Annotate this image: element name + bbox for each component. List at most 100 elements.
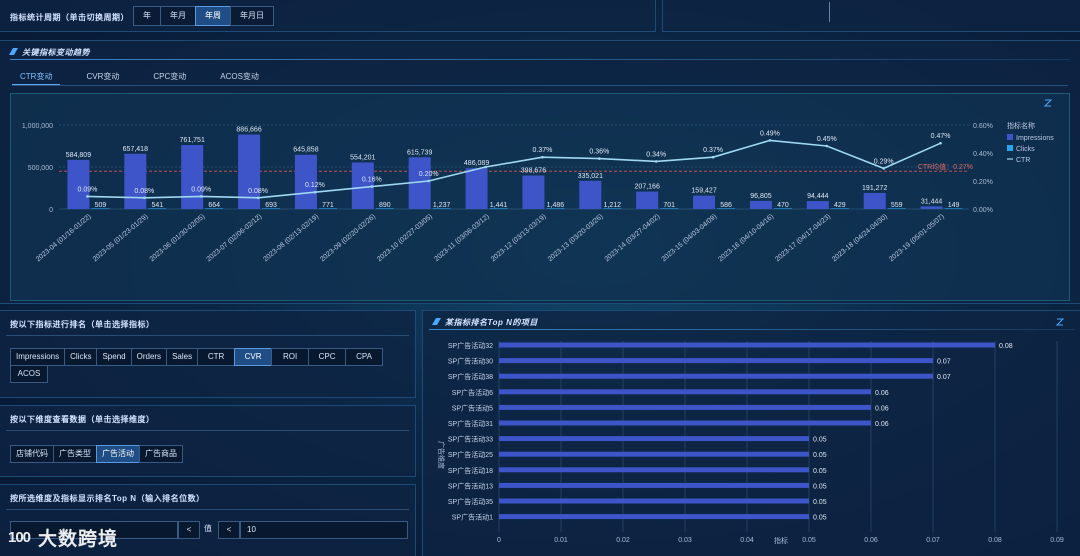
metric-chip-cpa[interactable]: CPA (345, 348, 384, 366)
clicks-bar[interactable] (489, 208, 508, 209)
metric-chip-orders[interactable]: Orders (130, 348, 168, 366)
x-tick-label: 2023-12 (03/13-03/19) (490, 213, 548, 263)
ctr-point[interactable] (427, 179, 430, 183)
clicks-bar[interactable] (887, 208, 906, 209)
impressions-bar[interactable] (863, 192, 886, 209)
impressions-bar[interactable] (67, 159, 90, 209)
tab-ctr[interactable]: CTR变动 (12, 67, 61, 85)
hbar-bar[interactable] (499, 389, 871, 395)
hbar-value-label: 0.06 (875, 390, 889, 397)
clicks-bar[interactable] (318, 208, 337, 209)
impressions-bar[interactable] (408, 157, 431, 209)
clicks-bar[interactable] (660, 208, 679, 209)
hbar-bar[interactable] (499, 342, 995, 348)
ctr-point[interactable] (143, 196, 146, 200)
ctr-point[interactable] (256, 196, 260, 200)
hbar-bar[interactable] (499, 498, 809, 504)
clicks-bar[interactable] (603, 208, 622, 209)
clicks-bar[interactable] (717, 208, 736, 209)
impressions-value-label: 486,089 (464, 160, 489, 167)
hbar-toolbox-icon[interactable] (1055, 318, 1065, 326)
impressions-bar[interactable] (124, 153, 147, 209)
period-option-year[interactable]: 年 (133, 6, 161, 26)
hbar-bar[interactable] (499, 373, 933, 379)
impressions-bar[interactable] (238, 134, 261, 209)
clicks-bar[interactable] (546, 208, 565, 209)
ctr-point[interactable] (768, 139, 772, 142)
metric-chip-spend[interactable]: Spend (96, 348, 132, 366)
impressions-bar[interactable] (749, 200, 772, 209)
hbar-value-label: 0.05 (813, 452, 827, 459)
impressions-bar[interactable] (181, 145, 204, 209)
clicks-bar[interactable] (148, 208, 167, 209)
period-option-year-week[interactable]: 年周 (195, 6, 231, 26)
metric-chip-impressions[interactable]: Impressions (10, 348, 66, 366)
ctr-point[interactable] (882, 167, 885, 170)
dimension-chip-ad-product[interactable]: 广告商品 (139, 445, 183, 463)
topn-operator-right[interactable]: < (218, 521, 240, 539)
hbar-grid: 0 0.01 0.02 0.03 0.04 0.05 0.06 0.07 0.08 0.09 (497, 341, 1064, 544)
hbar-bar[interactable] (499, 482, 809, 488)
hbar-bar[interactable] (499, 467, 809, 473)
dimension-chip-campaign[interactable]: 广告活动 (96, 445, 140, 463)
topn-operator-left[interactable]: < (178, 521, 200, 539)
clicks-bar[interactable] (262, 208, 281, 209)
clicks-bar[interactable] (830, 208, 849, 209)
tab-cvr[interactable]: CVR变动 (86, 72, 120, 81)
ctr-value-label: 0.09% (78, 186, 98, 193)
topn-left-input[interactable] (10, 521, 178, 539)
period-option-year-month-day[interactable]: 年月日 (230, 6, 274, 26)
ctr-point[interactable] (199, 195, 203, 198)
hbar-bar[interactable] (499, 358, 933, 364)
tab-cpc[interactable]: CPC变动 (153, 72, 187, 81)
metric-chip-cvr[interactable]: CVR (234, 348, 273, 366)
clicks-bar[interactable] (205, 208, 224, 209)
hbar-bar[interactable] (499, 436, 809, 442)
period-option-year-month[interactable]: 年月 (160, 6, 196, 26)
hbar-bar[interactable] (499, 451, 809, 457)
ctr-point[interactable] (711, 155, 715, 159)
ctr-point[interactable] (939, 141, 942, 145)
dimension-chip-ad-type[interactable]: 广告类型 (53, 445, 97, 463)
impressions-bar[interactable] (522, 175, 545, 209)
impressions-bar[interactable] (920, 206, 943, 209)
chart-toolbox-icon[interactable] (1043, 99, 1053, 107)
ctr-point[interactable] (86, 195, 89, 198)
legend-ctr[interactable]: CTR (1016, 157, 1030, 164)
hbar-bar[interactable] (499, 404, 871, 410)
impressions-bar[interactable] (465, 168, 488, 209)
legend-clicks[interactable]: Clicks (1016, 146, 1035, 153)
ctr-point[interactable] (484, 165, 487, 169)
ctr-point[interactable] (654, 160, 658, 163)
metric-chip-clicks[interactable]: Clicks (64, 348, 98, 366)
clicks-bar[interactable] (773, 208, 792, 209)
metric-chip-ctr[interactable]: CTR (197, 348, 236, 366)
metric-chip-sales[interactable]: Sales (166, 348, 199, 366)
dimension-chip-store-code[interactable]: 店铺代码 (10, 445, 54, 463)
impressions-bar[interactable] (579, 180, 602, 209)
x-tick-label: 2023-17 (04/17-04/23) (774, 213, 832, 263)
impressions-bar[interactable] (294, 154, 317, 209)
ctr-point[interactable] (825, 144, 829, 148)
ctr-point[interactable] (313, 190, 317, 194)
impressions-bar[interactable] (806, 201, 829, 209)
clicks-bar[interactable] (375, 208, 394, 209)
ctr-point[interactable] (598, 157, 601, 160)
hbar-bar[interactable] (499, 514, 809, 520)
ctr-point[interactable] (370, 185, 374, 188)
hbar-bar[interactable] (499, 420, 871, 426)
metric-chip-roi[interactable]: ROI (271, 348, 310, 366)
hbar-category-label: SP广告活动25 (448, 450, 493, 459)
clicks-bar[interactable] (432, 208, 451, 209)
clicks-bar[interactable] (91, 208, 110, 209)
clicks-bar[interactable] (944, 208, 963, 209)
impressions-bar[interactable] (693, 195, 716, 209)
legend-impressions[interactable]: Impressions (1016, 135, 1054, 142)
metric-chip-cpc[interactable]: CPC (308, 348, 347, 366)
impressions-bar[interactable] (636, 191, 659, 209)
metric-chip-acos[interactable]: ACOS (10, 365, 48, 383)
ctr-point[interactable] (541, 155, 544, 159)
tab-acos[interactable]: ACOS变动 (220, 72, 259, 81)
topn-value-input[interactable]: 10 (240, 521, 408, 539)
impressions-bar[interactable] (351, 162, 374, 209)
